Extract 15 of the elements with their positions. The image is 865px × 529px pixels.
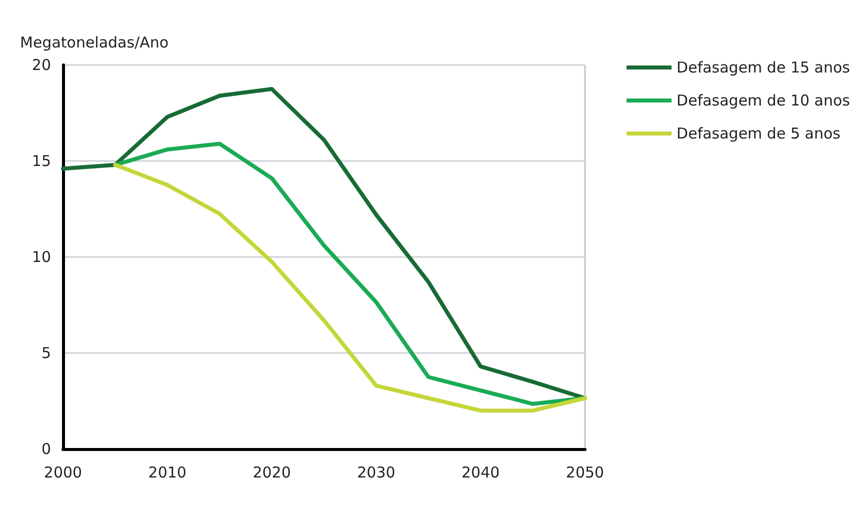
y-tick-label: 0 (41, 440, 51, 458)
legend-label: Defasagem de 15 anos (676, 58, 850, 76)
x-tick-label: 2030 (357, 464, 396, 482)
y-tick-label: 5 (41, 344, 51, 362)
x-tick-label: 2010 (148, 464, 186, 482)
x-tick-label: 2040 (462, 464, 500, 482)
y-tick-label: 10 (32, 248, 51, 266)
x-tick-label: 2020 (252, 464, 291, 482)
legend-label: Defasagem de 10 anos (676, 92, 850, 110)
y-axis-title: Megatoneladas/Ano (20, 34, 169, 52)
x-tick-label: 2000 (44, 464, 82, 482)
y-tick-label: 20 (32, 56, 51, 74)
legend-label: Defasagem de 5 anos (676, 124, 841, 142)
y-tick-label: 15 (32, 152, 51, 170)
x-tick-label: 2050 (566, 464, 604, 482)
